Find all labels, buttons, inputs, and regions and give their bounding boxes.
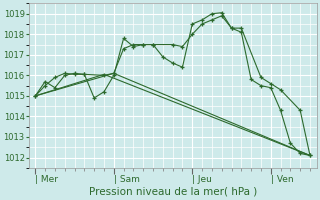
X-axis label: Pression niveau de la mer( hPa ): Pression niveau de la mer( hPa ) (89, 187, 257, 197)
